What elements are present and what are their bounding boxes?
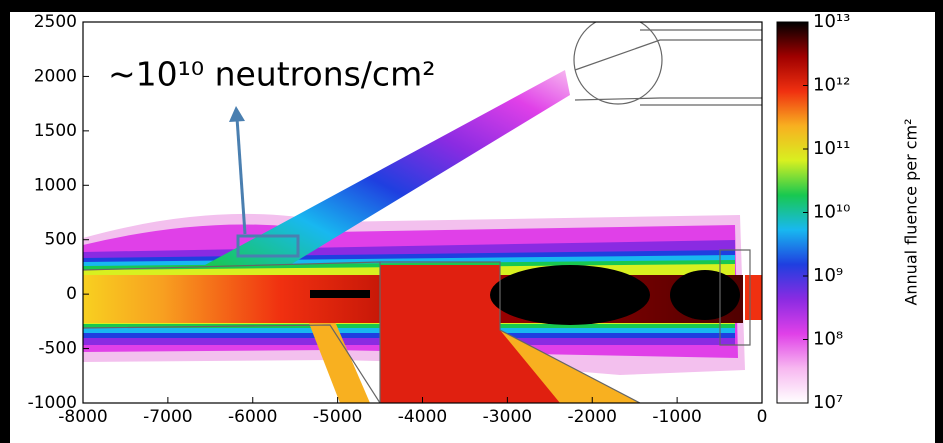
annotation: ~10¹⁰ neutrons/cm²: [108, 55, 435, 94]
x-tick-label: -7000: [143, 407, 192, 427]
colorbar-tick-label: 10⁹: [813, 265, 843, 286]
colorbar-label: Annual fluence per cm²: [902, 118, 921, 305]
colorbar-tick-label: 10⁸: [813, 329, 843, 350]
x-tick-label: -3000: [483, 407, 532, 427]
y-tick-label: 1000: [34, 175, 77, 195]
x-tick-label: -6000: [228, 407, 277, 427]
y-tick-label: 2500: [34, 12, 77, 32]
colorbar-tick-label: 10¹³: [813, 11, 850, 32]
x-tick-label: 0: [757, 407, 768, 427]
x-tick-label: -4000: [398, 407, 447, 427]
colorbar-tick-label: 10⁷: [813, 392, 843, 413]
colorbar-tick-label: 10¹¹: [813, 138, 850, 159]
chart: ~10¹⁰ neutrons/cm² Annual fluence per cm…: [0, 0, 943, 443]
x-tick-label: -1000: [652, 407, 701, 427]
y-tick-label: 1500: [34, 121, 77, 141]
x-tick-label: -2000: [568, 407, 617, 427]
y-tick-label: -1000: [28, 393, 77, 413]
y-tick-label: -500: [38, 339, 77, 359]
y-tick-label: 500: [45, 230, 77, 250]
y-tick-label: 2000: [34, 66, 77, 86]
colorbar-tick-label: 10¹⁰: [813, 202, 850, 223]
x-tick-label: -5000: [313, 407, 362, 427]
y-tick-label: 0: [66, 284, 77, 304]
colorbar-tick-label: 10¹²: [813, 75, 850, 96]
